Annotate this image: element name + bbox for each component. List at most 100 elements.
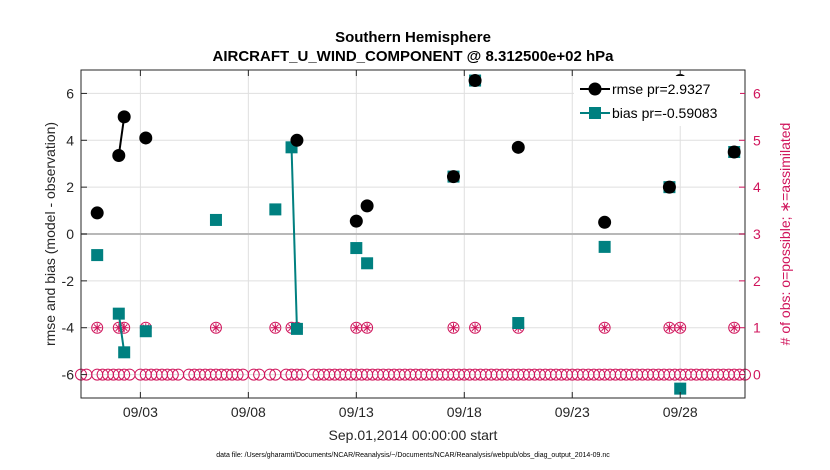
x-tick-label: 09/23 — [555, 404, 590, 420]
obs-possible-marker — [118, 368, 131, 381]
bias-line-segment — [290, 147, 298, 329]
data-file-footnote: data file: /Users/gharamti/Documents/NCA… — [216, 452, 610, 459]
obs-possible-marker — [247, 368, 260, 381]
obs-assimilated-star — [363, 324, 371, 332]
y-tick-label: 4 — [66, 132, 74, 148]
y2-tick-label: 1 — [753, 320, 761, 336]
obs-assimilated-star — [601, 324, 609, 332]
obs-assimilated-star — [120, 324, 128, 332]
obs-assimilated-marker — [350, 321, 363, 334]
obs-assimilated-marker — [361, 321, 374, 334]
rmse-point — [468, 74, 482, 88]
rmse-point — [139, 131, 153, 145]
bias-point — [290, 322, 303, 335]
bias-point — [598, 240, 611, 253]
obs-possible-marker — [231, 368, 244, 381]
bias-point — [361, 257, 374, 270]
y2-tick-label: 5 — [753, 132, 761, 148]
bias-point — [512, 317, 525, 330]
rmse-point — [727, 145, 741, 159]
rmse-point — [290, 133, 304, 147]
obs-assimilated-star — [665, 324, 673, 332]
obs-count-markers — [75, 321, 751, 381]
bias-point — [674, 382, 687, 395]
x-tick-label: 09/28 — [663, 404, 698, 420]
obs-assimilated-ring — [361, 321, 374, 334]
x-tick-label: 09/08 — [231, 404, 266, 420]
y-tick-label: 2 — [66, 179, 74, 195]
bias-line-segment — [117, 313, 126, 353]
rmse-line-segment — [117, 116, 126, 156]
y2-tick-label: 2 — [753, 273, 761, 289]
obs-assimilated-marker — [447, 321, 460, 334]
rmse-point — [112, 149, 126, 163]
x-axis-label: Sep.01,2014 00:00:00 start — [329, 427, 498, 443]
rmse-point — [360, 199, 374, 213]
y2-tick-label: 3 — [753, 226, 761, 242]
obs-possible-marker — [166, 368, 179, 381]
y-tick-label: -2 — [62, 273, 75, 289]
legend-rmse-marker — [588, 82, 602, 96]
obs-assimilated-marker — [118, 321, 131, 334]
obs-assimilated-marker — [728, 321, 741, 334]
bias-point — [209, 213, 222, 226]
obs-assimilated-star — [93, 324, 101, 332]
obs-assimilated-star — [676, 324, 684, 332]
bias-point — [91, 249, 104, 262]
bias-point — [350, 242, 363, 255]
bias-point — [139, 325, 152, 338]
chart-subtitle: AIRCRAFT_U_WIND_COMPONENT @ 8.312500e+02… — [213, 48, 615, 65]
legend: rmse pr=2.9327 bias pr=-0.59083 — [574, 76, 740, 126]
rmse-point — [446, 170, 460, 184]
obs-assimilated-marker — [469, 321, 482, 334]
chart-title: Southern Hemisphere — [335, 29, 491, 46]
bias-point — [118, 346, 131, 359]
rmse-point — [117, 110, 131, 124]
y2-tick-label: 6 — [753, 85, 761, 101]
obs-assimilated-ring — [269, 321, 282, 334]
obs-assimilated-marker — [663, 321, 676, 334]
rmse-point — [349, 214, 363, 228]
y-tick-label: 6 — [66, 85, 74, 101]
legend-box — [574, 76, 740, 126]
obs-assimilated-star — [352, 324, 360, 332]
y-tick-label: -6 — [62, 367, 75, 383]
y-axis-label: rmse and bias (model - observation) — [42, 122, 58, 346]
obs-assimilated-ring — [598, 321, 611, 334]
obs-assimilated-ring — [209, 321, 222, 334]
obs-assimilated-ring — [469, 321, 482, 334]
rmse-point — [511, 140, 525, 154]
y-tick-label: 0 — [66, 226, 74, 242]
obs-assimilated-star — [212, 324, 220, 332]
obs-assimilated-ring — [91, 321, 104, 334]
obs-assimilated-marker — [91, 321, 104, 334]
obs-assimilated-ring — [674, 321, 687, 334]
obs-assimilated-star — [449, 324, 458, 332]
obs-assimilated-marker — [209, 321, 222, 334]
obs-assimilated-star — [730, 324, 738, 332]
rmse-point — [90, 206, 104, 220]
obs-possible-marker — [263, 368, 276, 381]
rmse-point — [662, 180, 676, 194]
x-tick-label: 09/03 — [123, 404, 158, 420]
bias-point — [269, 203, 282, 216]
y2-tick-label: 0 — [753, 367, 761, 383]
x-tick-label: 09/13 — [339, 404, 374, 420]
legend-bias-label: bias pr=-0.59083 — [612, 105, 718, 121]
obs-assimilated-ring — [118, 321, 131, 334]
legend-bias-marker — [589, 107, 601, 119]
obs-possible-marker — [290, 368, 303, 381]
axis-ticks: 09/03 09/08 09/13 09/18 09/23 09/28 -6 -4 -2 0 2 4 6… — [62, 70, 761, 420]
x-tick-label: 09/18 — [447, 404, 482, 420]
legend-rmse-label: rmse pr=2.9327 — [612, 81, 711, 97]
y2-tick-label: 4 — [753, 179, 761, 195]
series-lines — [117, 116, 298, 353]
rmse-point — [598, 215, 612, 229]
y2-axis-label: # of obs: o=possible; ∗=assimilated — [777, 123, 793, 346]
y-tick-label: -4 — [62, 320, 75, 336]
bias-point — [112, 307, 125, 320]
obs-assimilated-marker — [674, 321, 687, 334]
obs-assimilated-star — [271, 324, 279, 332]
obs-assimilated-star — [471, 324, 479, 332]
